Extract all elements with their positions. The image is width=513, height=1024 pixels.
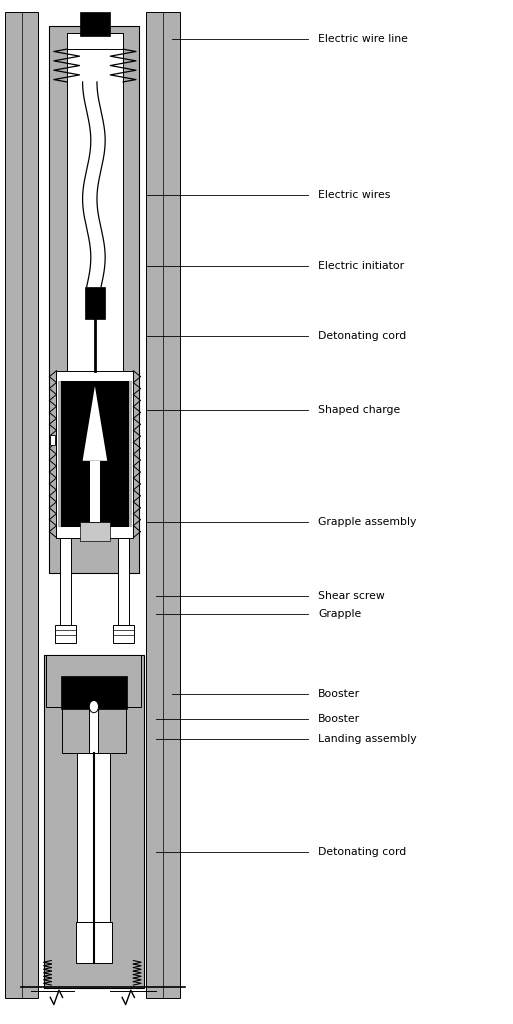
- Text: Booster: Booster: [318, 689, 360, 699]
- Bar: [76, 922, 112, 963]
- Bar: [113, 625, 134, 643]
- Bar: [50, 435, 55, 445]
- Text: Detonating cord: Detonating cord: [318, 847, 406, 857]
- Bar: [80, 522, 110, 541]
- Text: Grapple assembly: Grapple assembly: [318, 517, 417, 527]
- Text: Electric initiator: Electric initiator: [318, 261, 404, 271]
- Bar: [61, 676, 127, 709]
- Bar: [60, 538, 71, 625]
- Text: Electric wires: Electric wires: [318, 189, 390, 200]
- Bar: [55, 625, 76, 643]
- Bar: [77, 753, 110, 922]
- Text: Grapple: Grapple: [318, 609, 361, 620]
- Ellipse shape: [89, 700, 98, 713]
- Text: Shaped charge: Shaped charge: [318, 404, 400, 415]
- Bar: [146, 12, 180, 998]
- Polygon shape: [83, 386, 107, 461]
- Bar: [118, 538, 129, 625]
- Bar: [67, 33, 123, 49]
- Bar: [5, 12, 38, 998]
- Bar: [56, 371, 133, 538]
- Bar: [89, 707, 98, 753]
- Text: Shear screw: Shear screw: [318, 591, 385, 601]
- Bar: [85, 287, 105, 319]
- Bar: [90, 461, 100, 522]
- Bar: [80, 12, 110, 36]
- Bar: [58, 381, 132, 527]
- Bar: [44, 655, 144, 988]
- Bar: [67, 33, 123, 440]
- Polygon shape: [46, 655, 141, 753]
- Bar: [49, 26, 139, 573]
- Bar: [61, 381, 129, 527]
- Text: Detonating cord: Detonating cord: [318, 331, 406, 341]
- Text: Landing assembly: Landing assembly: [318, 734, 417, 744]
- Text: Electric wire line: Electric wire line: [318, 34, 408, 44]
- Text: Booster: Booster: [318, 714, 360, 724]
